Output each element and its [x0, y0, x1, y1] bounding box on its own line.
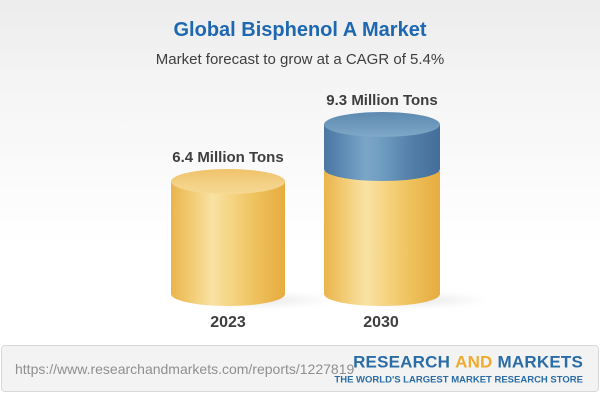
bar-2030-base-segment: [324, 171, 440, 306]
logo-tagline: THE WORLD'S LARGEST MARKET RESEARCH STOR…: [334, 374, 583, 385]
bar-2023-cap: [171, 169, 285, 194]
bar-2030: [324, 112, 440, 306]
bar-2030-forecast-segment: [324, 112, 440, 181]
research-and-markets-logo: RESEARCH AND MARKETS THE WORLD'S LARGEST M…: [334, 352, 583, 385]
value-label-2030: 9.3 Million Tons: [326, 92, 438, 109]
logo-wordmark: RESEARCH AND MARKETS: [334, 352, 583, 372]
bar-2023-body: [171, 181, 285, 306]
page-subtitle: Market forecast to grow at a CAGR of 5.4…: [155, 51, 445, 68]
year-label-2023: 2023: [210, 314, 246, 331]
value-label-2023: 6.4 Million Tons: [172, 149, 284, 166]
bar-2023: [171, 169, 285, 306]
page-title: Global Bisphenol A Market: [173, 19, 427, 41]
bar-2030-cap: [324, 112, 440, 137]
report-url-link[interactable]: https://www.researchandmarkets.com/repor…: [15, 360, 355, 377]
year-label-2030: 2030: [363, 314, 399, 331]
logo-word-research: RESEARCH: [353, 352, 451, 371]
footer-bar: https://www.researchandmarkets.com/repor…: [1, 345, 599, 392]
logo-word-and: AND: [455, 352, 493, 371]
logo-word-markets: MARKETS: [497, 352, 583, 371]
